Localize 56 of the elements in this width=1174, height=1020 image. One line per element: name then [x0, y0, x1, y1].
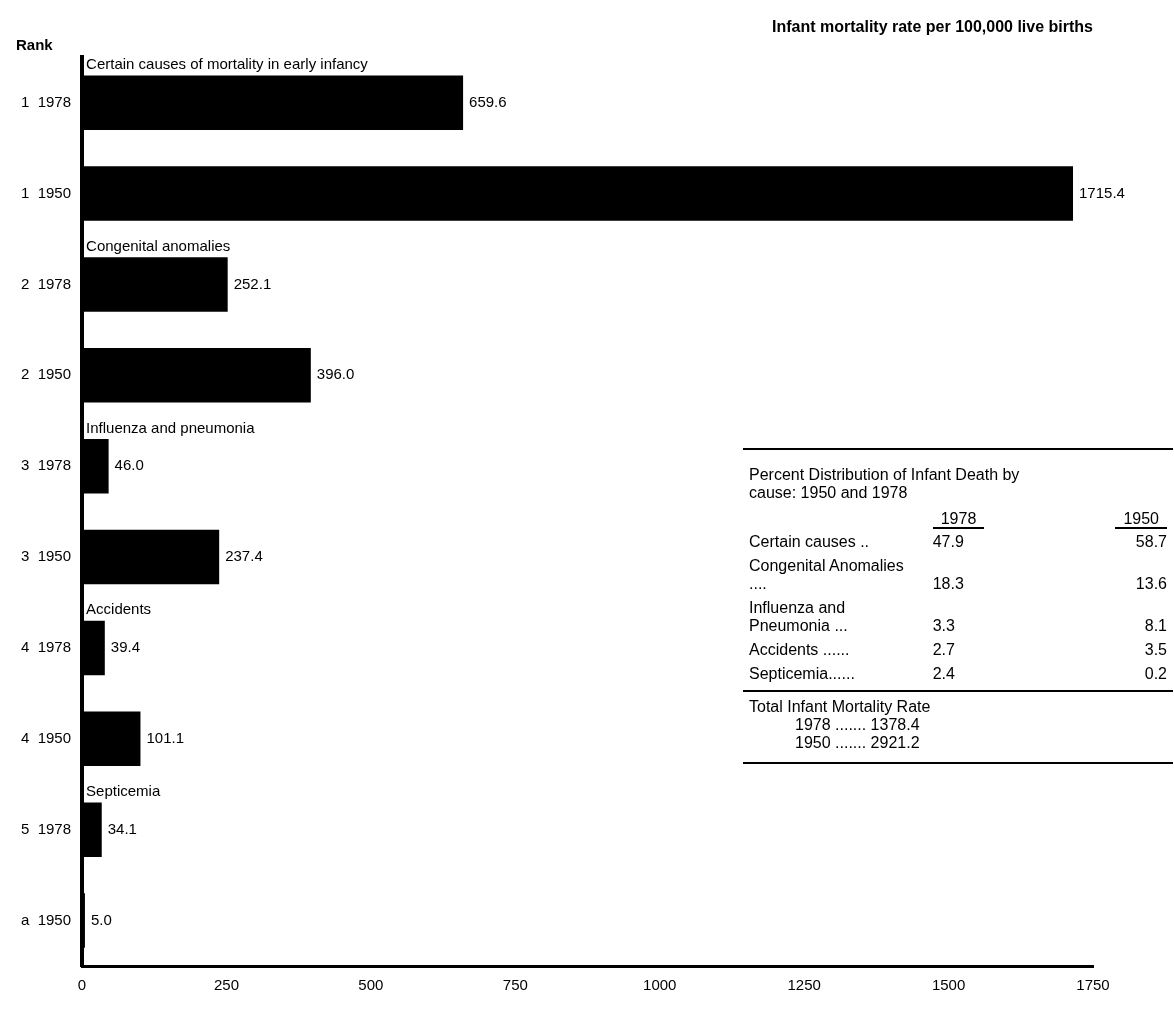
text: Percent Distribution of Infant Death by cause: 1950 and 1978 [749, 466, 1021, 502]
data-label: 18.3 [931, 574, 965, 594]
y-tick-label: 5 1978 [21, 819, 72, 837]
data-label: 3.5 [1143, 640, 1168, 660]
text: 1950 [1115, 510, 1167, 529]
annotation: Accidents [86, 600, 152, 618]
data-label: 252.1 [233, 274, 272, 292]
data-label: 659.6 [469, 92, 507, 110]
data-label: 1715.4 [1079, 183, 1125, 201]
annotation: Certain causes of mortality in early infancy [86, 55, 369, 73]
annotation: Congenital anomalies [86, 236, 231, 254]
data-label: 34.1 [107, 819, 137, 837]
data-label: 101.1 [146, 728, 184, 746]
data-label: 2.4 [931, 664, 956, 684]
annotation: 1978 ....... 1378.4 [795, 716, 921, 734]
y-tick-label: 4 1978 [21, 638, 72, 656]
y-tick-label: 3 1950 [21, 547, 72, 565]
data-label: 2.7 [931, 640, 956, 660]
category-label: Certain causes .. [748, 532, 871, 552]
y-tick-label: 2 1950 [21, 365, 72, 383]
x-tick-label: 1500 [931, 976, 966, 994]
data-label: 58.7 [1134, 532, 1168, 552]
y-tick-label: 4 1950 [21, 728, 72, 746]
x-tick-label: 500 [358, 976, 384, 994]
data-label: 396.0 [316, 365, 355, 383]
chart-title: Infant mortality rate per 100,000 live births [771, 18, 1094, 36]
annotation: Influenza and pneumonia [86, 418, 256, 436]
data-label: 47.9 [931, 532, 965, 552]
x-tick-label: 750 [502, 976, 528, 994]
y-tick-label: 2 1978 [21, 274, 72, 292]
y-axis-title: Rank [16, 35, 54, 53]
series-label: 1978 [932, 510, 985, 529]
data-label: 13.6 [1134, 574, 1168, 594]
y-tick-label: 1 1950 [21, 183, 72, 201]
data-label: 237.4 [225, 547, 263, 565]
data-label: 5.0 [90, 910, 112, 928]
x-tick-label: 250 [213, 976, 239, 994]
data-label: 39.4 [110, 638, 141, 656]
y-tick-label: a 1950 [21, 910, 72, 928]
category-label: Accidents ...... [748, 640, 851, 660]
data-label: 8.1 [1143, 616, 1168, 636]
x-tick-label: 0 [77, 976, 87, 994]
x-tick-label: 1750 [1076, 976, 1110, 994]
x-tick-label: 1250 [787, 976, 821, 994]
data-label: 46.0 [114, 456, 144, 474]
category-label: Septicemia...... [748, 664, 856, 684]
annotation: Total Infant Mortality Rate [749, 698, 932, 716]
annotation: Septicemia [86, 782, 161, 800]
y-tick-label: 1 1978 [21, 92, 72, 110]
x-tick-label: 1000 [643, 976, 677, 994]
category-label: Influenza and Pneumonia ... [748, 598, 849, 636]
data-label: 0.2 [1143, 664, 1168, 684]
data-label: 3.3 [931, 616, 956, 636]
category-label: Congenital Anomalies .... [748, 556, 905, 594]
y-tick-label: 3 1978 [21, 456, 72, 474]
annotation: 1950 ....... 2921.2 [795, 734, 921, 752]
